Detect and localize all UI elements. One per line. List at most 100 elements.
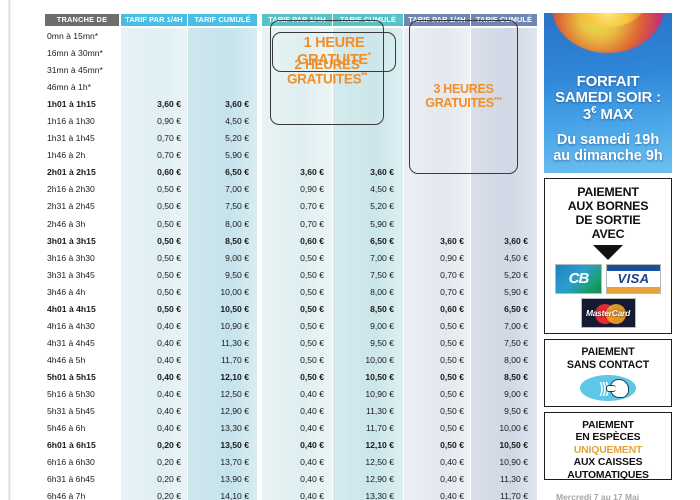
tarif-quarter-cell: 0,70 € <box>157 133 181 144</box>
table-row: 0,50 € 9,00 € <box>262 318 403 335</box>
tranche-cell: 2h31 à 2h45 <box>47 201 95 212</box>
card-logos-row: CB VISA <box>549 263 667 294</box>
table-row: 6h16 à 6h30 0,20 € 13,70 € <box>45 454 257 471</box>
free-offer-line-1: 1 HEURE <box>303 34 365 51</box>
tarif-cumul-cell: 12,50 € <box>220 388 249 399</box>
tarif-cumul-cell: 3,60 € <box>370 167 394 178</box>
visa-label: VISA <box>617 271 650 287</box>
table-row: 0,40 € 11,70 € <box>262 420 403 437</box>
tarif-cumul-cell: 4,50 € <box>504 252 528 263</box>
tarif-quarter-cell: 0,50 € <box>440 423 464 434</box>
tarif-cumul-cell: 13,90 € <box>220 474 249 485</box>
table-row: 46mn à 1h* <box>45 79 257 96</box>
tarif-quarter-cell: 0,40 € <box>157 320 181 331</box>
tarif-quarter-cell: 0,40 € <box>440 457 464 468</box>
tranche-cell: 0mn à 15mn* <box>47 31 99 41</box>
tarif-quarter-cell: 3,60 € <box>440 235 464 246</box>
table-row: 3h46 à 4h 0,50 € 10,00 € <box>45 284 257 301</box>
table-row: 0,50 € 7,00 € <box>404 318 537 335</box>
tarif-quarter-cell: 0,50 € <box>300 371 324 382</box>
bornes-line-4: AVEC <box>591 226 625 241</box>
table-row: 4h31 à 4h45 0,40 € 11,30 € <box>45 335 257 352</box>
tarif-quarter-cell: 0,70 € <box>157 150 181 161</box>
tarif-cumul-cell <box>470 181 536 198</box>
tarif-quarter-cell: 0,50 € <box>440 388 464 399</box>
tranche-cell: 1h01 à 1h15 <box>47 99 96 110</box>
table-row <box>404 216 537 233</box>
left-gutter <box>0 0 45 500</box>
tarif-quarter-cell: 0,50 € <box>157 269 181 280</box>
tranche-cell: 31mn à 45mn* <box>47 65 103 76</box>
table-row: 0,70 € 5,90 € <box>404 284 537 301</box>
tarif-quarter-cell: 0,70 € <box>440 269 464 280</box>
mastercard-label: MasterCard <box>585 307 631 318</box>
table-row: 0,90 € 4,50 € <box>262 181 403 198</box>
tarif-cumul-cell: 5,90 € <box>225 150 249 161</box>
tranche-cell: 6h01 à 6h15 <box>47 440 96 451</box>
tarif-quarter-cell: 0,50 € <box>440 320 464 331</box>
tarif-cumul-cell: 3,60 € <box>504 235 528 246</box>
clipped-footer-note: Mercredi 7 au 17 Mai <box>556 492 640 500</box>
tarif-cumul-cell: 11,70 € <box>365 423 394 434</box>
table-row <box>404 181 537 198</box>
tranche-cell: 4h01 à 4h15 <box>47 303 96 314</box>
tarif-quarter-cell: 0,50 € <box>300 303 324 314</box>
forfait-max-label: MAX <box>596 105 634 123</box>
cb-label: CB <box>568 270 590 288</box>
tarif-quarter-cell: 0,40 € <box>300 388 324 399</box>
stripe-cumul-col3 <box>471 28 537 500</box>
table-row: 31mn à 45mn* <box>45 62 257 79</box>
tarif-cumul-cell: 6,50 € <box>504 303 528 314</box>
table-row <box>262 130 403 147</box>
tarif-quarter-cell: 0,60 € <box>300 235 324 246</box>
contactless-line-2: SANS CONTACT <box>566 358 650 371</box>
tarif-quarter-cell: 0,50 € <box>440 371 464 382</box>
visa-bottom-bar <box>607 286 660 293</box>
tarif-quarter-cell: 0,40 € <box>300 423 324 434</box>
free-offer-box-3-hours: 3 HEURES GRATUITES*** <box>409 20 518 174</box>
tarif-quarter-cell: 0,20 € <box>157 474 181 485</box>
tarif-cumul-cell: 5,20 € <box>370 201 394 212</box>
free-offer-box-2-hours: 2 HEURES GRATUITES** <box>270 20 384 125</box>
tranche-cell: 6h16 à 6h30 <box>47 457 95 468</box>
sidebar: FORFAIT SAMEDI SOIR : 3€ MAX Du samedi 1… <box>544 13 672 481</box>
hand-icon <box>606 379 629 398</box>
table-row: 0,60 € 6,50 € <box>262 233 403 250</box>
tarif-quarter-cell: 0,50 € <box>300 320 324 331</box>
table-row: 16mn à 30mn* <box>45 45 257 62</box>
tarif-cumul-cell: 7,00 € <box>504 320 528 331</box>
table-row: 0,50 € 7,00 € <box>262 250 403 267</box>
tranche-cell: 3h46 à 4h <box>47 286 86 297</box>
tarif-cumul-cell: 7,50 € <box>370 269 394 280</box>
tarif-quarter-cell <box>262 147 332 164</box>
tarif-quarter-cell: 0,60 € <box>157 167 181 178</box>
table-row: 1h16 à 1h30 0,90 € 4,50 € <box>45 113 257 130</box>
tarif-cumul-cell: 12,50 € <box>365 457 394 468</box>
forfait-line-1: FORFAIT <box>576 72 640 90</box>
tarif-cumul-cell: 13,30 € <box>365 491 394 500</box>
tarif-quarter-cell: 0,50 € <box>300 337 324 348</box>
tarif-quarter-cell: 0,50 € <box>440 354 464 365</box>
table-row: 0,50 € 10,00 € <box>404 420 537 437</box>
table-row: 5h46 à 6h 0,40 € 13,30 € <box>45 420 257 437</box>
tarif-quarter-cell: 0,40 € <box>300 474 324 485</box>
tranche-cell: 5h16 à 5h30 <box>47 388 95 399</box>
tarif-quarter-cell: 0,70 € <box>440 286 464 297</box>
tranche-cell: 5h46 à 6h <box>47 423 86 434</box>
tarif-quarter-cell: 0,50 € <box>300 252 324 263</box>
tarif-quarter-cell: 0,90 € <box>440 252 464 263</box>
tariff-rows-col3: 3,60 € 3,60 € 0,90 € 4,50 € 0,70 € 5,20 € 0,70… <box>404 28 537 500</box>
tarif-quarter-cell: 0,40 € <box>157 423 181 434</box>
tranche-cell: 1h16 à 1h30 <box>47 116 95 127</box>
free-offer-line-1: 2 HEURES <box>294 56 360 72</box>
tarif-cumul-cell: 6,50 € <box>370 235 394 246</box>
tarif-cumul-cell: 5,20 € <box>504 269 528 280</box>
tarif-quarter-cell: 0,40 € <box>157 388 181 399</box>
tarif-cumul-cell: 10,50 € <box>220 303 249 314</box>
tarif-quarter-cell <box>119 62 187 79</box>
tarif-cumul-cell: 12,90 € <box>365 474 394 485</box>
cash-line-1: PAIEMENT <box>582 420 634 431</box>
tarif-cumul-cell: 13,30 € <box>220 423 249 434</box>
tarif-quarter-cell <box>119 45 187 62</box>
